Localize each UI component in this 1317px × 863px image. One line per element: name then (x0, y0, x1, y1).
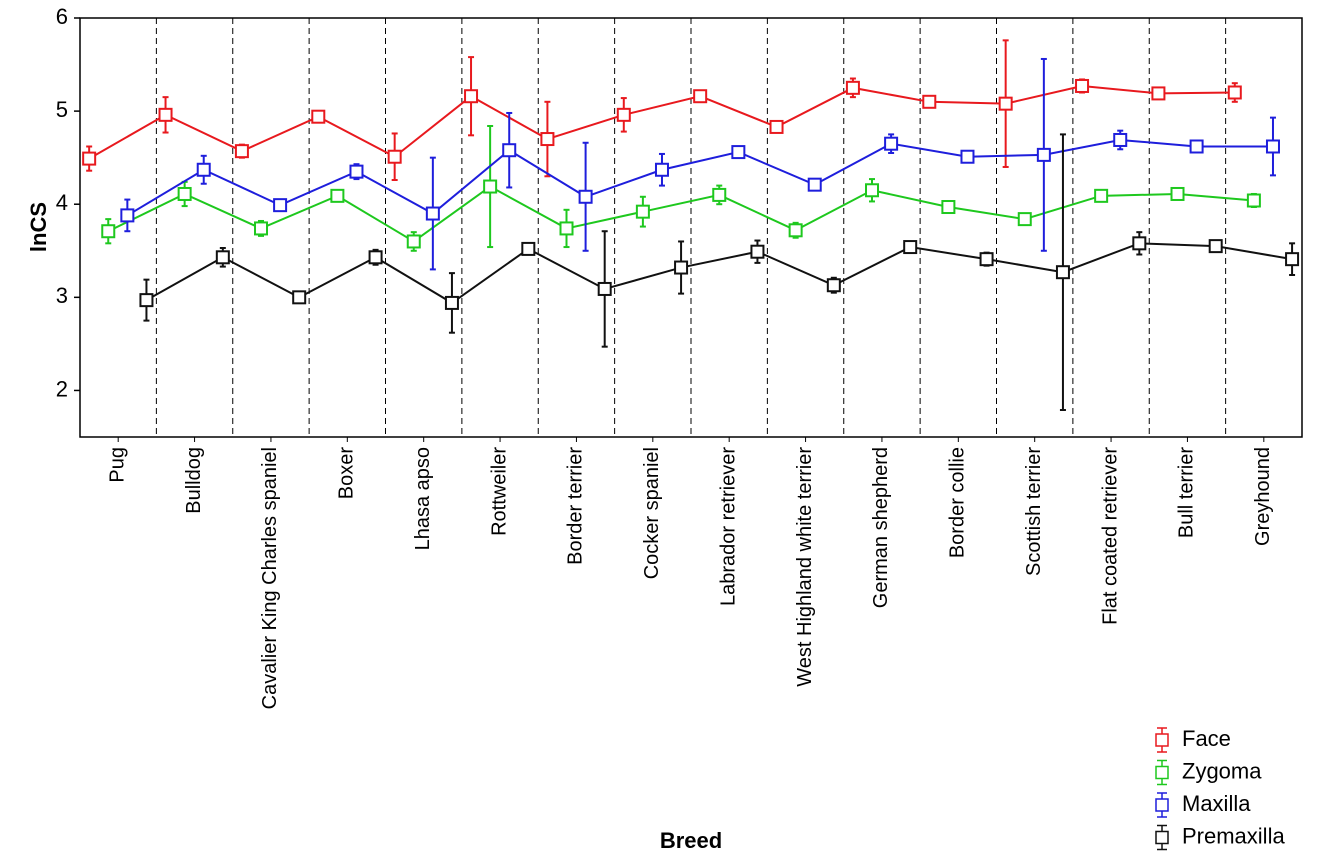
marker (616, 107, 631, 122)
marker (177, 186, 192, 201)
marker (826, 278, 841, 293)
marker (1075, 78, 1090, 93)
x-tick-label: Lhasa apso (412, 447, 434, 550)
marker (311, 109, 326, 124)
marker (120, 208, 135, 223)
x-tick-label: Bulldog (183, 447, 205, 514)
marker (1132, 236, 1147, 251)
marker (387, 149, 402, 164)
marker (406, 234, 421, 249)
marker (845, 80, 860, 95)
marker (731, 145, 746, 160)
legend-label: Maxilla (1182, 791, 1251, 816)
marker (1036, 147, 1051, 162)
marker (1285, 252, 1300, 267)
x-tick-label: Boxer (336, 447, 358, 500)
series-line (145, 242, 1293, 305)
marker (139, 293, 154, 308)
x-tick-label: German shepherd (870, 447, 892, 608)
marker (903, 240, 918, 255)
marker (254, 221, 269, 236)
legend-swatch (1155, 765, 1169, 780)
marker (368, 250, 383, 265)
marker (693, 89, 708, 104)
marker (330, 188, 345, 203)
marker (712, 187, 727, 202)
marker (559, 221, 574, 236)
x-axis-label: Breed (660, 828, 722, 853)
marker (788, 223, 803, 238)
marker (941, 200, 956, 215)
y-axis-label: lnCS (26, 202, 51, 252)
marker (101, 224, 116, 239)
marker (1246, 193, 1261, 208)
marker (464, 89, 479, 104)
marker (750, 244, 765, 259)
series-line (107, 185, 1254, 243)
marker (674, 260, 689, 275)
legend-label: Premaxilla (1182, 823, 1285, 848)
marker (979, 252, 994, 267)
marker (158, 107, 173, 122)
marker (483, 179, 498, 194)
legend-label: Zygoma (1182, 758, 1262, 783)
marker (1113, 132, 1128, 147)
y-tick-label: 2 (56, 376, 68, 401)
marker (292, 290, 307, 305)
marker (807, 177, 822, 192)
x-tick-label: Flat coated retriever (1099, 447, 1121, 625)
marker (578, 189, 593, 204)
marker (998, 96, 1013, 111)
marker (960, 149, 975, 164)
x-tick-label: Pug (106, 447, 128, 483)
legend-swatch (1155, 798, 1169, 812)
marker (884, 136, 899, 151)
legend-swatch (1155, 830, 1169, 845)
marker (349, 164, 364, 179)
x-tick-label: Rottweiler (488, 447, 510, 536)
y-tick-label: 6 (56, 4, 68, 29)
marker (521, 241, 536, 256)
marker (1055, 265, 1070, 280)
marker (234, 144, 249, 159)
marker (922, 94, 937, 109)
marker (1151, 86, 1166, 101)
marker (215, 250, 230, 265)
marker (769, 119, 784, 134)
x-tick-label: Greyhound (1252, 447, 1274, 546)
marker (1170, 186, 1185, 201)
marker (82, 151, 97, 166)
marker (540, 132, 555, 147)
marker (1017, 212, 1032, 227)
marker (502, 143, 517, 158)
marker (635, 204, 650, 219)
marker (654, 162, 669, 177)
marker (425, 206, 440, 221)
x-tick-label: Cocker spaniel (641, 447, 663, 579)
marker (865, 183, 880, 198)
marker (196, 162, 211, 177)
marker (273, 198, 288, 213)
y-tick-label: 5 (56, 97, 68, 122)
x-tick-label: Scottish terrier (1023, 447, 1045, 576)
legend-label: Face (1182, 726, 1231, 751)
marker (1189, 139, 1204, 154)
legend-swatch (1155, 733, 1169, 747)
x-tick-label: Labrador retriever (717, 447, 739, 606)
marker (444, 295, 459, 310)
marker (597, 281, 612, 296)
x-tick-label: West Highland white terrier (794, 447, 816, 687)
y-tick-label: 4 (56, 190, 68, 215)
series-line (126, 138, 1273, 217)
y-tick-label: 3 (56, 283, 68, 308)
marker (1208, 239, 1223, 254)
marker (1227, 85, 1242, 100)
marker (1265, 139, 1280, 154)
marker (1094, 188, 1109, 203)
x-tick-label: Border terrier (565, 447, 587, 565)
x-tick-label: Border collie (947, 447, 969, 558)
x-tick-label: Cavalier King Charles spaniel (259, 447, 281, 709)
x-tick-label: Bull terrier (1176, 447, 1198, 538)
